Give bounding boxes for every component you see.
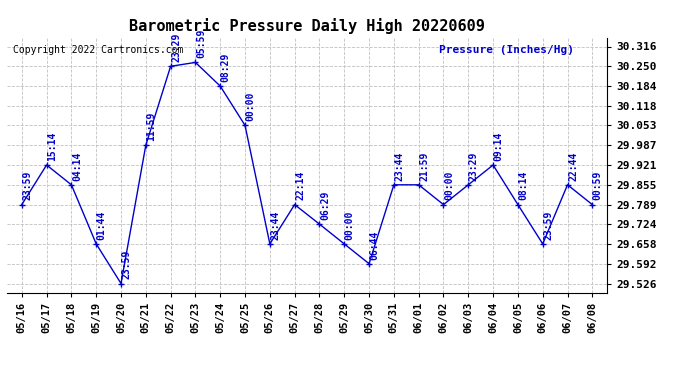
- Text: 01:44: 01:44: [97, 210, 107, 240]
- Text: Copyright 2022 Cartronics.com: Copyright 2022 Cartronics.com: [13, 45, 184, 55]
- Text: 00:00: 00:00: [444, 171, 454, 200]
- Text: 21:59: 21:59: [420, 151, 429, 181]
- Text: Pressure (Inches/Hg): Pressure (Inches/Hg): [439, 45, 574, 55]
- Text: 00:00: 00:00: [345, 210, 355, 240]
- Text: 11:59: 11:59: [146, 112, 157, 141]
- Text: 06:44: 06:44: [370, 230, 380, 260]
- Text: 23:29: 23:29: [171, 33, 181, 62]
- Text: 08:14: 08:14: [518, 171, 529, 200]
- Text: 23:59: 23:59: [22, 171, 32, 200]
- Text: 08:29: 08:29: [221, 53, 230, 82]
- Text: 09:14: 09:14: [493, 132, 504, 161]
- Text: 05:59: 05:59: [196, 29, 206, 58]
- Text: 06:29: 06:29: [320, 190, 330, 220]
- Text: 23:44: 23:44: [395, 151, 404, 181]
- Text: 22:14: 22:14: [295, 171, 305, 200]
- Text: 22:44: 22:44: [568, 151, 578, 181]
- Text: 23:29: 23:29: [469, 151, 479, 181]
- Text: 15:14: 15:14: [47, 132, 57, 161]
- Text: 00:00: 00:00: [246, 92, 255, 121]
- Text: 04:14: 04:14: [72, 151, 82, 181]
- Text: 23:59: 23:59: [543, 210, 553, 240]
- Title: Barometric Pressure Daily High 20220609: Barometric Pressure Daily High 20220609: [129, 18, 485, 33]
- Text: 00:59: 00:59: [593, 171, 603, 200]
- Text: 23:59: 23:59: [121, 250, 132, 279]
- Text: 23:44: 23:44: [270, 210, 280, 240]
